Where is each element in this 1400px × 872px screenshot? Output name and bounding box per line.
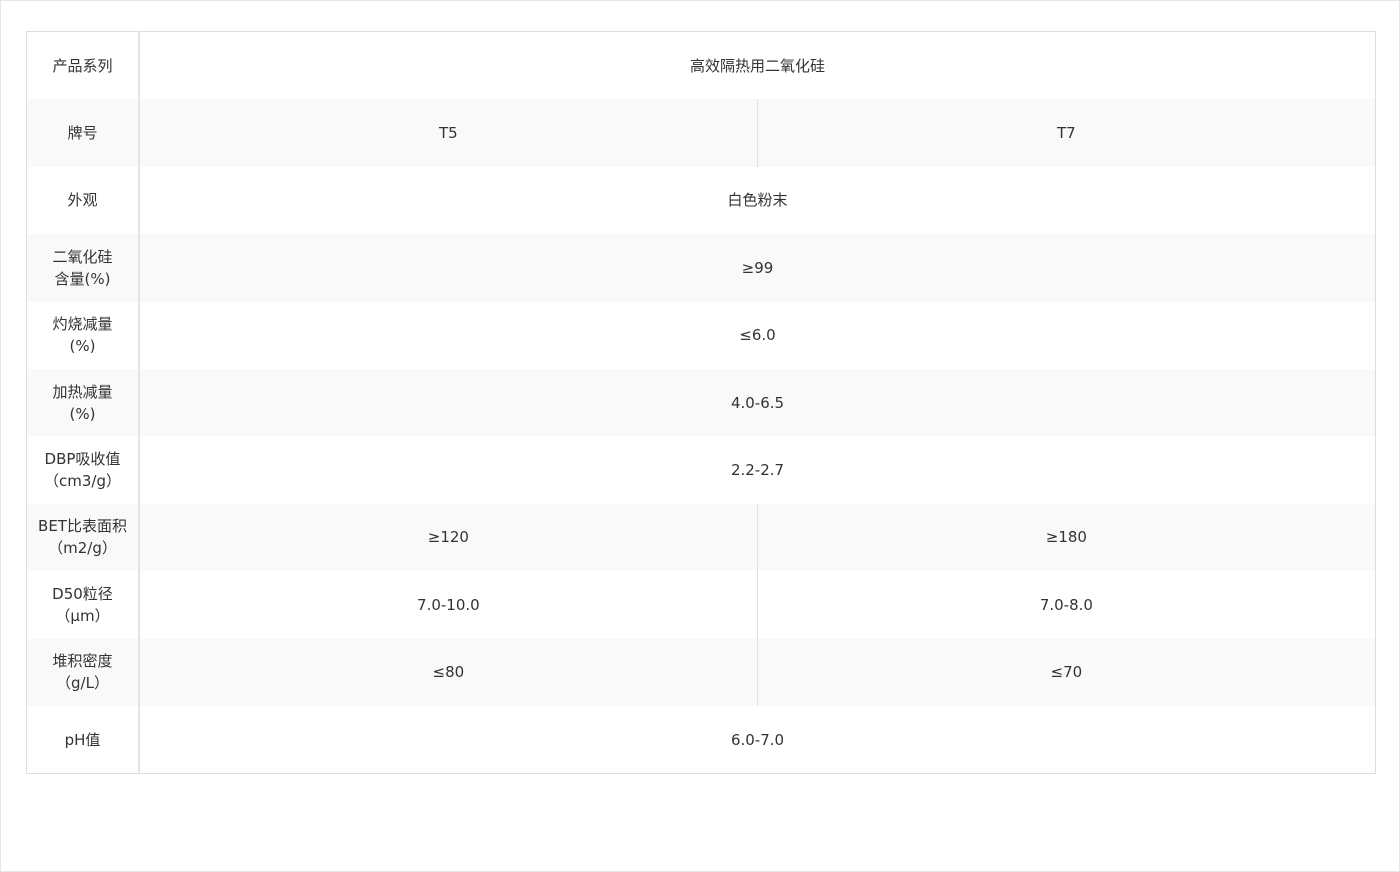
table-row: 堆积密度 （g/L） ≤80 ≤70 xyxy=(26,638,1376,706)
cell-value: ≥99 xyxy=(139,234,1376,302)
table-row: 二氧化硅 含量(%) ≥99 xyxy=(26,234,1376,302)
cell-value: ≤6.0 xyxy=(739,326,776,345)
cell-value: ≤80 xyxy=(139,638,758,706)
row-label-line: （μm） xyxy=(55,606,110,625)
cell-value: 高效隔热用二氧化硅 xyxy=(689,56,825,75)
row-label: pH值 xyxy=(26,705,140,774)
cell-value: T5 xyxy=(139,99,758,167)
row-label-line: (%) xyxy=(69,337,96,356)
table-row: 加热减量 (%) 4.0-6.5 xyxy=(26,368,1376,437)
row-label: 灼烧减量 (%) xyxy=(26,301,140,369)
row-label: 产品系列 xyxy=(26,31,140,100)
row-label: 外观 xyxy=(26,166,140,235)
cell-value: 7.0-8.0 xyxy=(1039,595,1093,614)
cell-value: 7.0-10.0 xyxy=(139,571,758,639)
row-label: 加热减量 (%) xyxy=(26,368,140,437)
row-label-line: (%) xyxy=(69,404,96,423)
row-label-line: D50粒径 xyxy=(52,584,113,603)
row-label: 二氧化硅含量(%) xyxy=(26,234,140,302)
row-label: 堆积密度 （g/L） xyxy=(26,638,140,706)
row-label-line: 二氧化硅 xyxy=(52,247,113,266)
cell-value: ≤70 xyxy=(757,638,1376,706)
table-row: 产品系列 高效隔热用二氧化硅 xyxy=(26,31,1376,100)
row-label: D50粒径 （μm） xyxy=(26,571,140,639)
row-label-line: 牌号 xyxy=(67,124,98,143)
row-label-line: （cm3/g） xyxy=(44,472,121,491)
row-label-line: 含量(%) xyxy=(54,269,111,288)
table-row: DBP吸收值 （cm3/g） 2.2-2.7 xyxy=(26,436,1376,504)
table-row: 牌号 T5 T7 xyxy=(26,99,1376,167)
row-label-line: DBP吸收值 xyxy=(44,450,121,469)
cell-value: T7 xyxy=(757,99,1376,167)
cell-value: ≥120 xyxy=(139,503,758,572)
table-row: BET比表面积 （m2/g） ≥120 ≥180 xyxy=(26,503,1376,572)
cell-value: 4.0-6.5 xyxy=(139,368,1376,437)
row-label-line: （g/L） xyxy=(56,674,109,693)
table-row: 灼烧减量 (%) ≤6.0 xyxy=(26,301,1376,369)
row-label-line: BET比表面积 xyxy=(38,517,127,536)
table-row: 外观 白色粉末 xyxy=(26,166,1376,235)
cell-value: 2.2-2.7 xyxy=(730,461,785,480)
row-label: BET比表面积 （m2/g） xyxy=(26,503,140,572)
row-label: DBP吸收值 （cm3/g） xyxy=(26,436,140,504)
row-label-line: pH值 xyxy=(64,730,101,749)
table-row: D50粒径 （μm） 7.0-10.0 7.0-8.0 xyxy=(26,571,1376,639)
row-label-line: 外观 xyxy=(67,191,98,210)
row-label-line: 灼烧减量 xyxy=(52,315,113,334)
table-row: pH值 6.0-7.0 xyxy=(26,705,1376,774)
row-label-line: 产品系列 xyxy=(52,56,113,75)
cell-value: 白色粉末 xyxy=(727,191,788,210)
cell-value: 6.0-7.0 xyxy=(730,730,785,749)
row-label-line: （m2/g） xyxy=(48,539,117,558)
row-label: 牌号 xyxy=(26,99,140,167)
row-label-line: 加热减量 xyxy=(52,382,113,401)
cell-value: ≥180 xyxy=(757,503,1376,572)
row-label-line: 堆积密度 xyxy=(52,652,113,671)
product-spec-table: 产品系列 高效隔热用二氧化硅 牌号 T5 T7 外观 白色粉末 二氧化硅 含量(%) ≥99 灼烧减… xyxy=(26,31,1376,775)
